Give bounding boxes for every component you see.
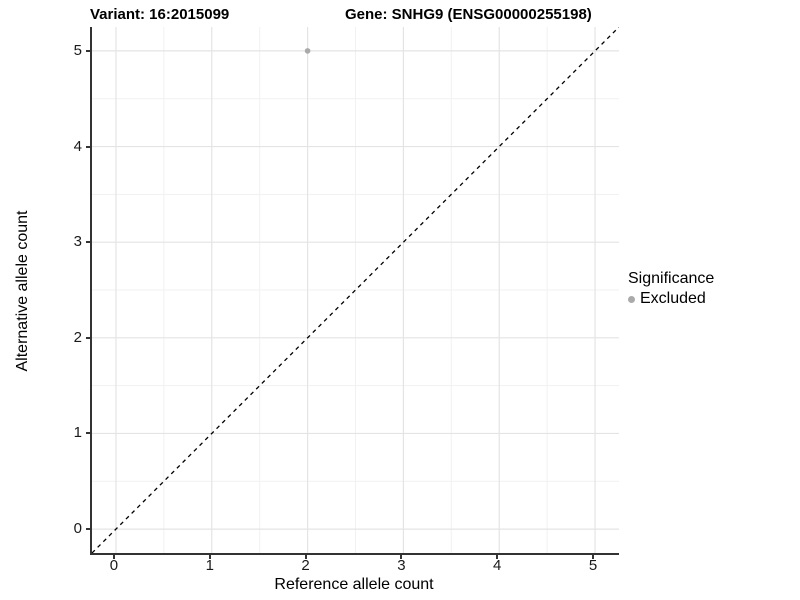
y-tick-mark [86,49,90,52]
y-tick-mark [86,336,90,339]
x-tick-label: 3 [397,557,406,574]
variant-title: Variant: 16:2015099 [90,6,230,23]
x-axis-title: Reference allele count [274,576,434,593]
x-tick-label: 5 [588,557,598,574]
legend: Significance Excluded [628,270,714,308]
legend-item-label: Excluded [640,290,706,307]
y-tick-label: 0 [73,520,82,538]
x-tick-label: 4 [493,557,502,574]
y-tick-label: 1 [73,424,82,442]
excluded-point-icon [628,295,635,303]
plot-panel [90,27,619,555]
y-tick-mark [86,145,90,148]
y-tick-mark [86,241,90,244]
y-tick-label: 2 [73,328,82,346]
x-tick-label: 0 [109,557,119,574]
gene-title: Gene: SNHG9 (ENSG00000255198) [345,6,592,23]
y-tick-mark [86,432,90,435]
x-tick-mark [592,555,595,559]
x-tick-label: 2 [301,557,310,574]
x-tick-mark [304,555,307,559]
data-point [304,48,311,54]
y-tick-mark [86,528,90,531]
x-tick-mark [496,555,499,559]
y-tick-label: 4 [73,137,82,155]
y-axis-title: Alternative allele count [14,210,31,372]
legend-item-excluded: Excluded [628,290,714,308]
x-tick-mark [112,555,115,559]
legend-title: Significance [628,270,715,287]
y-tick-label: 5 [73,41,82,59]
x-tick-mark [208,555,211,559]
y-tick-label: 3 [73,233,82,251]
plot-canvas [92,27,619,553]
x-tick-label: 1 [205,557,214,574]
x-tick-mark [400,555,403,559]
